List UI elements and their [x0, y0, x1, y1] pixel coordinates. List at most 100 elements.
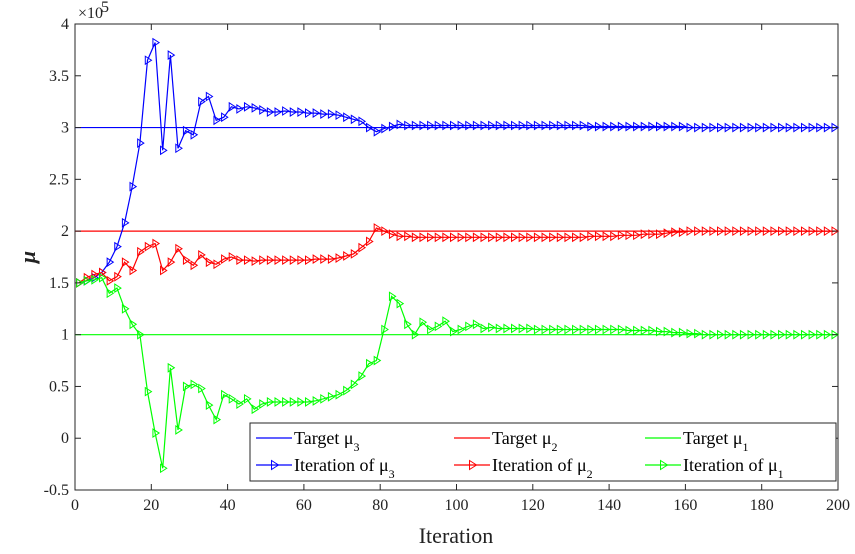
data-point-mu1 [511, 323, 519, 334]
data-point-mu1 [480, 323, 489, 334]
data-point-mu3 [518, 120, 527, 131]
legend-marker-iteration-mu3 [271, 459, 280, 471]
y-tick-label: 4 [61, 16, 69, 33]
data-point-mu3 [587, 121, 595, 132]
data-point-mu1 [320, 393, 328, 404]
x-tick-label: 140 [597, 497, 621, 514]
x-tick-label: 100 [445, 497, 469, 514]
data-point-mu3 [243, 101, 252, 112]
data-point-mu1 [167, 362, 176, 373]
data-point-mu3 [221, 112, 229, 123]
data-point-mu3 [175, 143, 183, 154]
data-point-mu1 [198, 383, 206, 394]
data-point-mu2 [236, 255, 244, 266]
data-point-mu3 [167, 50, 176, 60]
data-point-mu3 [488, 120, 496, 131]
data-point-mu1 [457, 324, 466, 335]
data-point-mu2 [526, 232, 534, 243]
data-point-mu2 [213, 259, 222, 270]
data-point-mu2 [655, 229, 664, 240]
data-point-mu3 [396, 119, 405, 130]
legend-marker-iteration-mu2 [469, 459, 478, 471]
data-point-mu3 [266, 107, 275, 117]
data-point-mu3 [373, 126, 382, 137]
data-point-mu1 [213, 414, 222, 425]
data-point-mu3 [282, 106, 290, 116]
data-point-mu1 [396, 298, 405, 309]
data-point-mu2 [274, 255, 283, 266]
data-point-mu3 [305, 108, 313, 118]
data-point-mu1 [762, 329, 771, 340]
data-point-mu3 [198, 96, 206, 107]
data-point-mu1 [434, 321, 443, 332]
data-point-mu2 [518, 232, 527, 243]
data-point-mu2 [228, 252, 237, 262]
data-point-mu3 [541, 120, 550, 131]
data-point-mu1 [236, 399, 244, 409]
data-point-mu1 [831, 329, 840, 340]
data-point-mu3 [205, 91, 214, 102]
data-point-mu1 [350, 379, 359, 390]
x-tick-label: 0 [71, 497, 79, 514]
data-point-mu2 [671, 227, 679, 238]
data-point-mu2 [625, 230, 634, 241]
data-point-mu2 [511, 232, 519, 243]
data-point-mu2 [251, 256, 260, 267]
data-point-mu1 [655, 326, 664, 337]
data-point-mu1 [526, 323, 534, 334]
data-point-mu2 [175, 243, 183, 254]
data-point-mu2 [289, 255, 298, 266]
data-point-mu3 [144, 55, 153, 66]
data-point-mu3 [671, 121, 679, 132]
data-point-mu2 [427, 232, 435, 243]
data-point-mu1 [533, 324, 542, 335]
data-point-mu1 [243, 393, 252, 404]
data-point-mu2 [694, 226, 702, 237]
x-tick-label: 40 [220, 497, 236, 514]
y-tick-label: 2.5 [49, 171, 69, 188]
data-point-mu3 [457, 120, 466, 131]
data-point-mu2 [778, 226, 786, 237]
data-point-mu2 [572, 232, 580, 243]
data-point-mu1 [259, 399, 267, 409]
data-point-mu1 [755, 329, 763, 340]
data-point-mu2 [823, 226, 832, 237]
data-point-mu2 [831, 226, 840, 237]
data-point-mu2 [732, 226, 740, 237]
data-point-mu2 [442, 232, 450, 243]
data-point-mu1 [282, 397, 290, 407]
data-point-mu3 [152, 37, 161, 48]
data-point-mu2 [411, 232, 420, 243]
legend-label-iteration-mu1: Iteration of μ1 [683, 455, 784, 481]
data-point-mu3 [762, 122, 771, 133]
data-point-mu3 [381, 123, 389, 134]
data-point-mu1 [633, 325, 641, 336]
data-point-mu2 [396, 231, 405, 242]
data-point-mu3 [388, 121, 397, 132]
data-point-mu3 [495, 120, 504, 131]
data-point-mu1 [717, 329, 725, 340]
svg-text:5: 5 [101, 0, 109, 16]
data-point-mu3 [778, 122, 786, 133]
data-point-mu1 [404, 319, 412, 330]
data-point-mu2 [762, 226, 771, 237]
series-mu1 [76, 272, 840, 474]
data-point-mu1 [266, 397, 275, 407]
data-point-mu2 [282, 255, 290, 266]
data-point-mu3 [732, 122, 740, 133]
data-point-mu3 [701, 122, 710, 133]
data-point-mu2 [480, 232, 489, 243]
data-point-mu3 [312, 108, 321, 118]
data-point-mu3 [190, 129, 199, 140]
data-point-mu1 [411, 329, 420, 340]
data-point-mu1 [373, 355, 382, 366]
data-point-mu3 [793, 122, 801, 133]
data-point-mu2 [404, 231, 412, 242]
data-point-mu2 [221, 254, 229, 264]
data-point-mu1 [289, 397, 298, 407]
data-point-mu1 [701, 329, 710, 340]
data-point-mu2 [190, 260, 199, 271]
data-point-mu1 [175, 425, 183, 435]
